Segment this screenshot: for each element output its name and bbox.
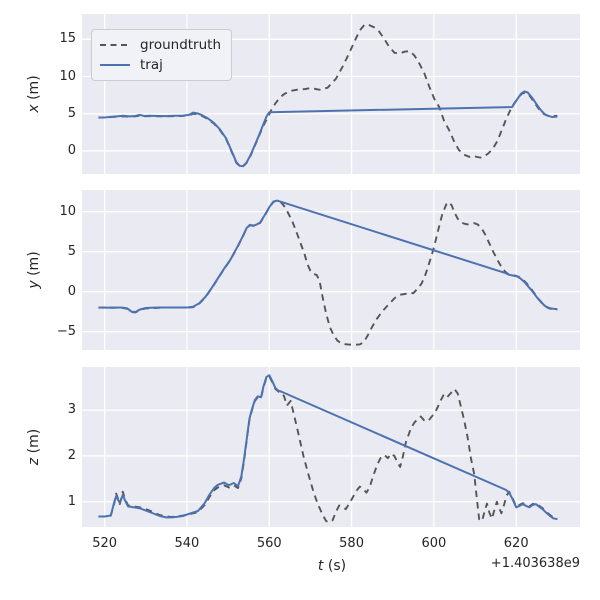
dashed-line-sample-icon (100, 44, 130, 46)
legend: groundtruth traj (91, 29, 233, 81)
traj-line (98, 374, 558, 521)
groundtruth-line (98, 199, 558, 346)
y-tick-label: 0 (67, 142, 76, 158)
x-tick-label: 520 (92, 536, 118, 551)
y-tick-label: 1 (67, 493, 76, 509)
x-tick-label: 580 (339, 536, 364, 551)
y-tick-label: 2 (67, 447, 76, 463)
y-tick-label: 10 (59, 68, 76, 84)
legend-item-groundtruth: groundtruth (100, 35, 221, 55)
legend-label: groundtruth (140, 37, 222, 53)
y-tick-label: 10 (59, 203, 76, 219)
solid-line-sample-icon (100, 64, 130, 66)
y-plot-axes (82, 190, 580, 350)
y-tick-label: 15 (59, 31, 76, 47)
y-tick-label: 0 (67, 283, 76, 299)
x-axis-label: t (s) (182, 558, 482, 574)
xlabel-var: t (317, 558, 324, 574)
y-tick-label: 5 (67, 243, 76, 259)
x-tick-label: 620 (503, 536, 529, 551)
x-tick-label: 540 (174, 536, 200, 551)
legend-label: traj (140, 57, 163, 73)
x-axis-offset-text: +1.403638e9 (490, 556, 580, 571)
groundtruth-line (98, 375, 558, 524)
y-tick-label: 5 (67, 105, 76, 121)
x-tick-label: 600 (421, 536, 447, 551)
legend-item-traj: traj (100, 55, 221, 75)
plot-canvas (82, 367, 580, 527)
z-plot-axes (82, 367, 580, 527)
traj-line (98, 90, 558, 168)
y-tick-label: 3 (67, 402, 76, 418)
y-tick-label: −5 (56, 323, 76, 339)
plot-canvas (82, 190, 580, 350)
xlabel-unit: (s) (323, 558, 347, 574)
x-tick-label: 560 (256, 536, 282, 551)
traj-line (98, 199, 558, 313)
